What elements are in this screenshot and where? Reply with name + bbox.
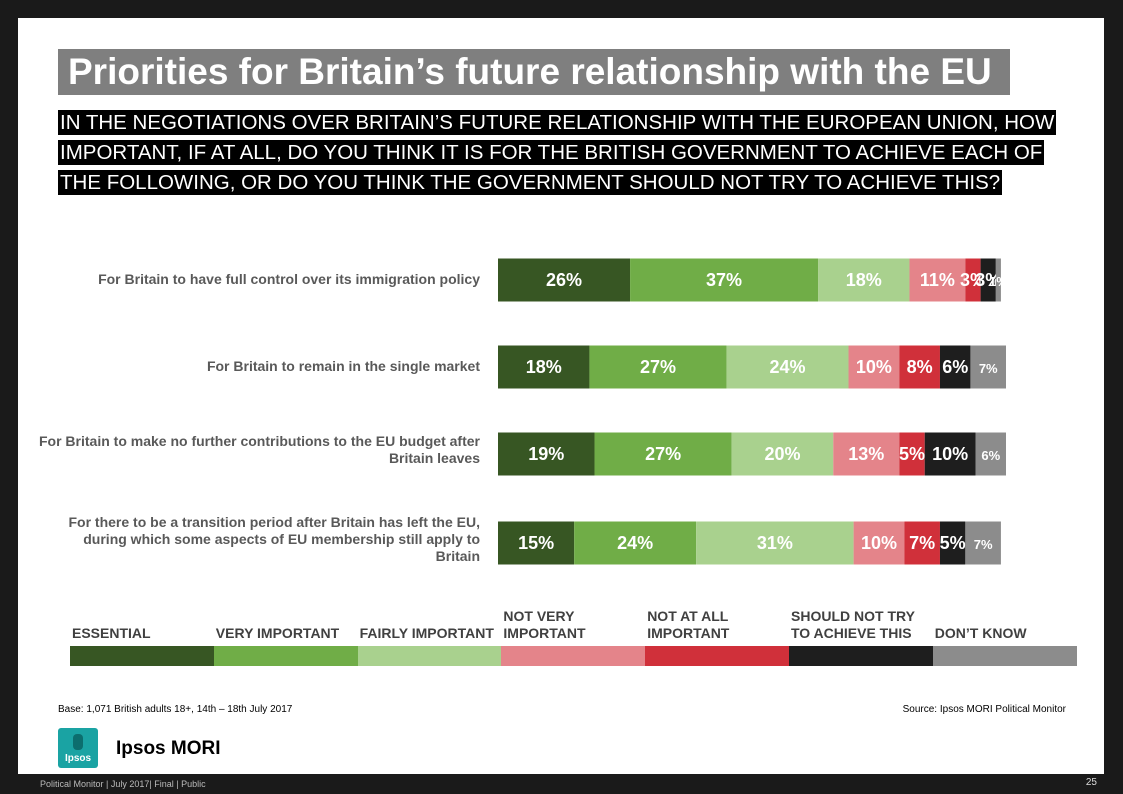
- data-label: 3%: [960, 270, 986, 290]
- data-label: 13%: [848, 444, 884, 464]
- ipsos-logo-icon: Ipsos: [58, 728, 98, 768]
- legend-swatch: [932, 646, 1077, 666]
- bar-segment: [498, 345, 590, 389]
- bar-segment: [975, 432, 1006, 476]
- data-label: 11%: [920, 270, 955, 290]
- question-text: IN THE NEGOTIATIONS OVER BRITAIN’S FUTUR…: [58, 110, 1057, 195]
- row-label: For there to be a transition period afte…: [68, 514, 480, 564]
- bar-segment: [726, 345, 849, 389]
- bar-segment: [924, 432, 976, 476]
- legend-label: SHOULD NOT TRY TO ACHIEVE THIS: [791, 608, 915, 641]
- bar-segment: [970, 345, 1006, 389]
- legend-label: DON’T KNOW: [934, 625, 1027, 641]
- legend-swatch: [645, 646, 789, 666]
- data-label: 7%: [909, 533, 935, 553]
- data-label: 5%: [899, 444, 925, 464]
- data-label: 18%: [846, 270, 882, 290]
- legend-label: NOT AT ALL IMPORTANT: [647, 608, 730, 641]
- bar-segment: [899, 432, 925, 476]
- bar-segment: [696, 521, 854, 565]
- bar-segment: [995, 258, 1001, 302]
- bar-segment: [594, 432, 732, 476]
- legend-swatch: [213, 646, 358, 666]
- legend-swatch: [70, 646, 214, 666]
- question-box: IN THE NEGOTIATIONS OVER BRITAIN’S FUTUR…: [58, 108, 1058, 198]
- legend-label: VERY IMPORTANT: [215, 625, 340, 641]
- data-label: 5%: [940, 533, 966, 553]
- bar-segment: [939, 521, 966, 565]
- bar-segment: [818, 258, 910, 302]
- bar-segment: [833, 432, 900, 476]
- data-label: 18%: [526, 357, 562, 377]
- bar-segment: [589, 345, 727, 389]
- data-label: 7%: [974, 537, 993, 552]
- bar-segment: [939, 345, 971, 389]
- row-label: For Britain to remain in the single mark…: [206, 358, 480, 374]
- data-label: 7%: [979, 361, 998, 376]
- data-label: 26%: [546, 270, 582, 290]
- bar-segment: [909, 258, 966, 302]
- data-label: 6%: [942, 357, 968, 377]
- bar-segment: [498, 521, 575, 565]
- data-label: 24%: [770, 357, 806, 377]
- bar-segment: [899, 345, 940, 389]
- slide: Priorities for Britain’s future relation…: [18, 18, 1104, 774]
- bar-segment: [574, 521, 697, 565]
- legend-swatch: [501, 646, 646, 666]
- bar-segment: [498, 258, 631, 302]
- bar-segment: [848, 345, 900, 389]
- legend-swatch: [357, 646, 502, 666]
- title-bar: Priorities for Britain’s future relation…: [58, 49, 1010, 95]
- data-label: 3%: [975, 270, 1001, 290]
- source-note: Source: Ipsos MORI Political Monitor: [902, 704, 1066, 715]
- data-label: 31%: [757, 533, 793, 553]
- row-label: For Britain to have full control over it…: [98, 271, 480, 287]
- data-label: 20%: [764, 444, 800, 464]
- bar-segment: [498, 432, 595, 476]
- legend-label: NOT VERY IMPORTANT: [503, 608, 586, 641]
- bar-segment: [965, 521, 1001, 565]
- bar-segment: [965, 258, 981, 302]
- stacked-bar-chart: 26% 37% 18% 11% 3%3%1%18% 27% 24% 10% 8% 6% 7%19% 2…: [498, 258, 1008, 565]
- data-label: 37%: [706, 270, 742, 290]
- data-label: 27%: [640, 357, 676, 377]
- legend-label: ESSENTIAL: [72, 625, 151, 641]
- base-note: Base: 1,071 British adults 18+, 14th – 1…: [58, 704, 293, 715]
- logo-badge-text: Ipsos: [64, 753, 92, 764]
- bar-segment: [980, 258, 996, 302]
- page-title: Priorities for Britain’s future relation…: [68, 51, 992, 92]
- data-label: 8%: [907, 357, 933, 377]
- legend-swatch: [789, 646, 933, 666]
- bar-segment: [731, 432, 834, 476]
- row-label: For Britain to make no further contribut…: [38, 433, 480, 466]
- bar-segment: [630, 258, 819, 302]
- data-label: 24%: [617, 533, 653, 553]
- data-label: 10%: [861, 533, 897, 553]
- footer-meta: Political Monitor | July 2017| Final | P…: [40, 779, 206, 789]
- bar-segment: [853, 521, 905, 565]
- legend-label: FAIRLY IMPORTANT: [359, 625, 494, 641]
- logo-mark: [73, 734, 83, 750]
- data-label: 10%: [856, 357, 892, 377]
- data-label: 1%: [989, 274, 1008, 289]
- data-label: 6%: [981, 448, 1000, 463]
- logo-text: Ipsos MORI: [116, 738, 221, 759]
- data-label: 19%: [528, 444, 564, 464]
- data-label: 10%: [932, 444, 968, 464]
- bar-segment: [904, 521, 940, 565]
- page-number: 25: [1085, 777, 1097, 788]
- data-label: 15%: [518, 533, 554, 553]
- data-label: 27%: [645, 444, 681, 464]
